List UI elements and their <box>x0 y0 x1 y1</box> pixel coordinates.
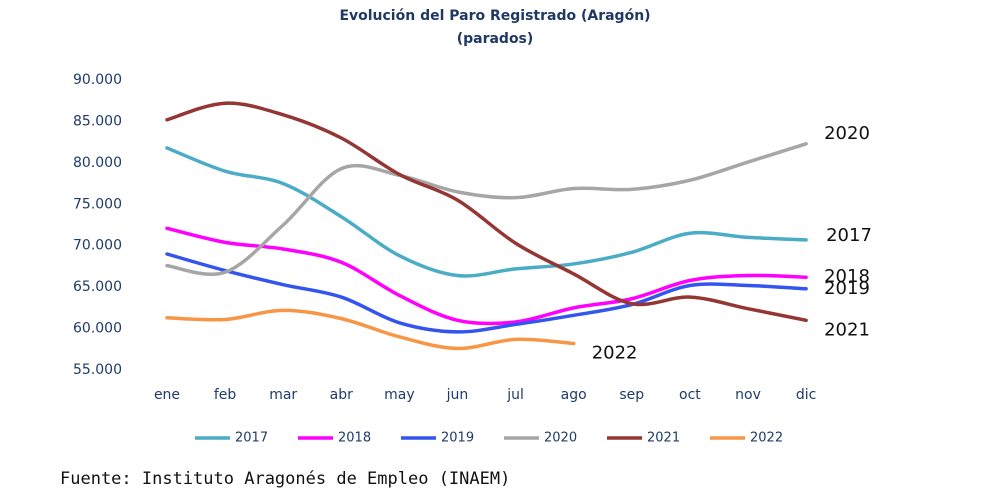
x-tick-label: abr <box>330 387 353 403</box>
y-tick-label: 90.000 <box>73 72 122 88</box>
legend-label: 2022 <box>750 431 783 446</box>
chart-subtitle: (parados) <box>457 31 534 47</box>
source-note: Fuente: Instituto Aragonés de Empleo (IN… <box>60 469 510 489</box>
x-tick-label: mar <box>269 387 297 403</box>
chart-title: Evolución del Paro Registrado (Aragón) <box>339 8 650 24</box>
y-tick-label: 70.000 <box>73 238 122 254</box>
y-tick-label: 75.000 <box>73 196 122 212</box>
x-tick-label: ago <box>561 387 587 403</box>
series-line <box>165 146 808 278</box>
x-tick-label: sep <box>619 387 644 403</box>
legend-label: 2021 <box>647 431 680 446</box>
y-tick-label: 60.000 <box>73 321 122 337</box>
series-end-label: 2020 <box>824 123 870 144</box>
x-tick-label: ene <box>154 387 180 403</box>
x-tick-label: oct <box>679 387 701 403</box>
series-line <box>165 226 808 326</box>
legend-label: 2017 <box>235 431 268 446</box>
x-tick-label: nov <box>735 387 761 403</box>
series-line <box>165 142 808 276</box>
legend-label: 2019 <box>441 431 474 446</box>
series-end-label: 2021 <box>824 319 870 340</box>
x-tick-label: dic <box>796 387 816 403</box>
legend-label: 2018 <box>338 431 371 446</box>
series-end-label: 2017 <box>826 225 872 246</box>
y-tick-label: 80.000 <box>73 155 122 171</box>
series-end-label: 2018 <box>824 266 870 287</box>
legend-label: 2020 <box>544 431 577 446</box>
x-tick-label: may <box>384 387 415 403</box>
series-line <box>165 252 808 334</box>
x-tick-label: jun <box>446 387 469 403</box>
series-end-label: 2019 <box>824 278 870 299</box>
series-line <box>165 101 808 323</box>
y-tick-label: 65.000 <box>73 279 122 295</box>
x-tick-label: feb <box>214 387 237 403</box>
series-line <box>165 308 576 351</box>
x-tick-label: jul <box>506 387 524 403</box>
y-tick-label: 85.000 <box>73 113 122 129</box>
y-tick-label: 55.000 <box>73 362 122 378</box>
series-end-label: 2022 <box>592 342 638 363</box>
